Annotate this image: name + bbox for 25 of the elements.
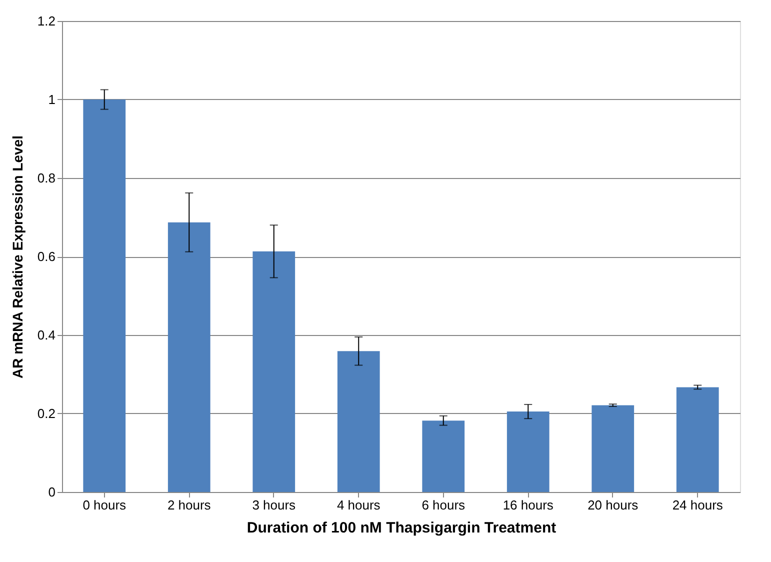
y-tick-label: 0.8 <box>37 170 56 186</box>
y-axis-title: AR mRNA Relative Expression Level <box>9 135 26 379</box>
y-tick-label: 1.2 <box>37 14 56 28</box>
x-tick-label: 6 hours <box>422 498 466 512</box>
x-tick-label: 20 hours <box>588 498 639 512</box>
bar <box>506 412 550 492</box>
x-tick-label: 24 hours <box>672 498 724 512</box>
y-tick-label: 0.6 <box>37 249 56 264</box>
x-tick-label: 0 hours <box>82 498 127 512</box>
bar <box>422 420 465 492</box>
bar <box>676 387 719 492</box>
y-tick-label: 1 <box>48 92 56 107</box>
x-tick-label: 2 hours <box>167 498 212 512</box>
x-axis-title: Duration of 100 nM Thapsigargin Treatment <box>246 520 556 536</box>
bar <box>168 222 210 492</box>
y-tick-label: 0.4 <box>37 328 56 342</box>
x-tick-label: 3 hours <box>252 498 296 512</box>
bar <box>252 251 296 492</box>
bar <box>592 405 634 492</box>
x-tick-label: 16 hours <box>502 498 554 512</box>
y-tick-label: 0 <box>48 484 56 500</box>
x-tick-label: 4 hours <box>336 498 381 512</box>
bar <box>83 100 126 492</box>
bar <box>337 351 380 492</box>
y-tick-label: 0.2 <box>37 406 56 421</box>
